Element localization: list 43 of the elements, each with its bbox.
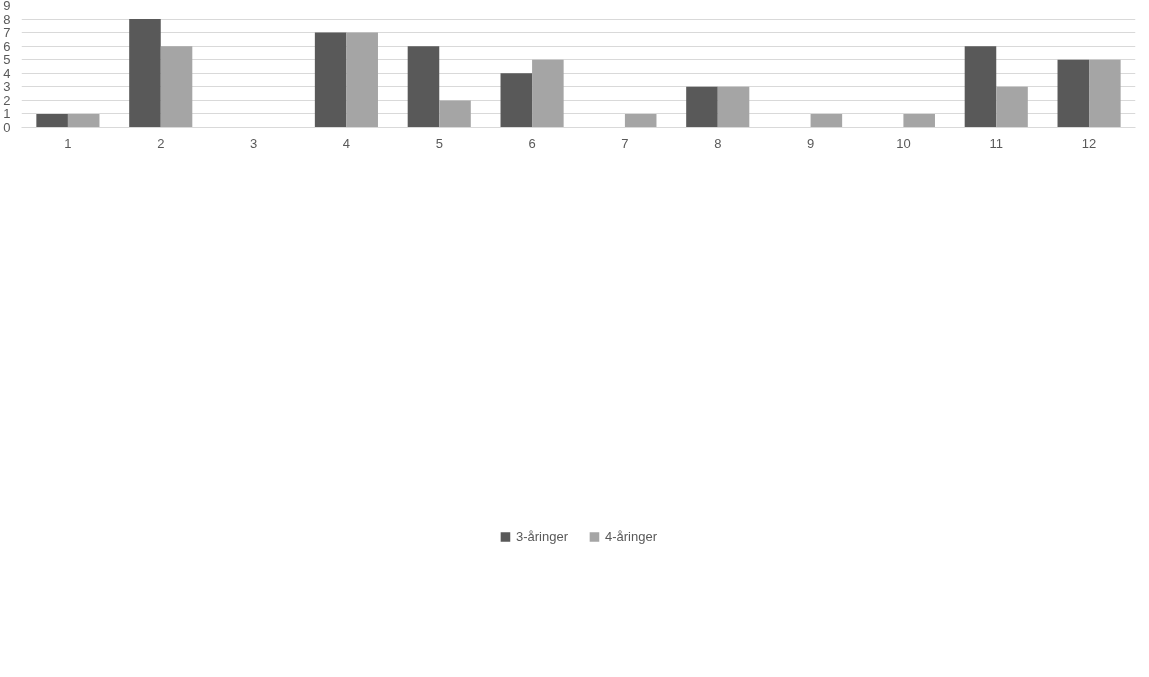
x-tick-label: 10 [896, 135, 911, 151]
bar [439, 100, 471, 128]
bar [346, 32, 378, 128]
bar [1057, 59, 1090, 128]
legend-label: 4-åringer [605, 528, 658, 544]
y-tick-label: 9 [3, 0, 11, 13]
bar [964, 46, 997, 128]
x-tick-label: 6 [528, 135, 536, 151]
y-tick-label: 6 [3, 38, 11, 54]
bar [686, 86, 718, 128]
bar [717, 86, 750, 128]
y-tick-label: 2 [3, 92, 11, 108]
x-tick-label: 4 [342, 135, 351, 151]
bar [1089, 59, 1121, 128]
x-tick-label: 9 [806, 135, 815, 151]
x-tick-label: 11 [989, 135, 1003, 151]
bar [67, 113, 100, 128]
bar [36, 113, 68, 128]
bar [500, 73, 533, 128]
x-tick-label: 2 [157, 135, 165, 151]
y-tick-label: 4 [3, 65, 11, 81]
bar [129, 19, 161, 128]
x-tick-label: 8 [714, 135, 722, 151]
bar [810, 113, 843, 128]
x-tick-label: 12 [1081, 135, 1097, 151]
y-tick-label: 0 [3, 120, 11, 135]
x-tick-label: 3 [249, 135, 258, 151]
y-tick-label: 1 [3, 106, 11, 122]
y-tick-label: 8 [3, 11, 11, 27]
y-tick-label: 5 [3, 52, 11, 68]
y-tick-label: 3 [3, 79, 11, 95]
x-tick-label: 1 [64, 135, 72, 151]
bar [532, 59, 564, 128]
legend-label: 3-åringer [515, 528, 568, 544]
bar [314, 32, 347, 128]
y-tick-label: 7 [3, 25, 11, 41]
bar [624, 113, 657, 128]
bar [407, 46, 440, 128]
bar [903, 113, 935, 128]
x-tick-label: 5 [435, 135, 443, 151]
bar [996, 86, 1028, 128]
x-tick-label: 7 [621, 135, 629, 151]
bar [160, 46, 193, 128]
